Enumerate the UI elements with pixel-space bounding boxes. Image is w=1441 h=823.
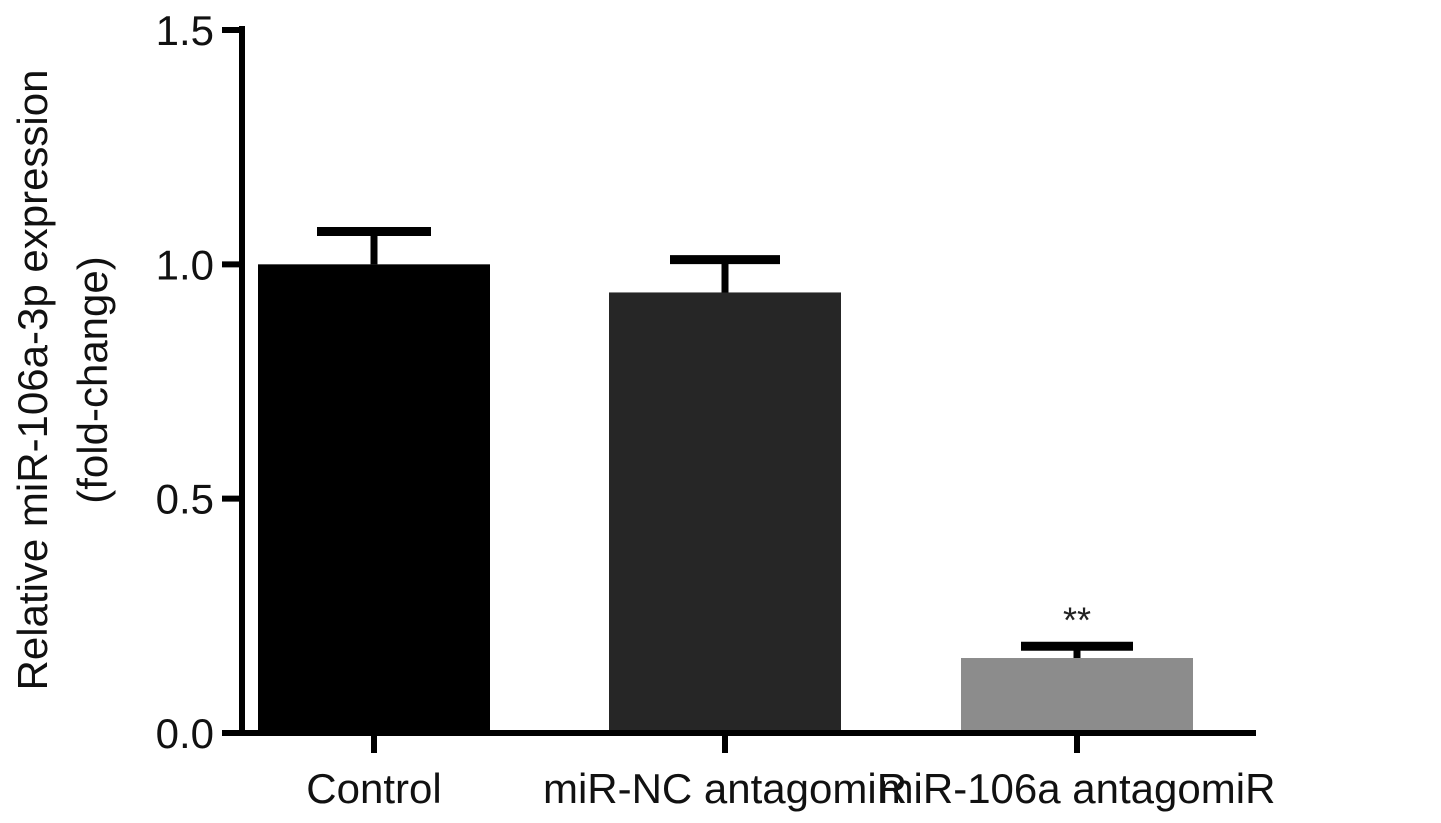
y-tick-label-0: 0.0 [156,710,214,757]
x-tick-label-2: miR-106a antagomiR [879,765,1276,812]
y-axis-title: Relative miR-106a-3p expression (fold-ch… [9,70,116,691]
y-axis-title-line-2: (fold-change) [69,256,116,503]
y-tick-label-2: 1.0 [156,241,214,288]
bar-1 [609,292,841,733]
y-tick-label-1: 0.5 [156,476,214,523]
x-tick-label-1: miR-NC antagomiR [543,765,907,812]
plot-area: ** 0.0 0.5 1.0 1.5 Control miR-NC antagomiRmiR… [156,7,1276,812]
y-tick-label-3: 1.5 [156,7,214,54]
x-tick-label-0: Control [306,765,441,812]
bar-0 [258,264,490,733]
y-axis-title-line-1: Relative miR-106a-3p expression [9,70,56,691]
significance-marker-2: ** [1063,599,1091,640]
bar-2 [961,658,1193,733]
